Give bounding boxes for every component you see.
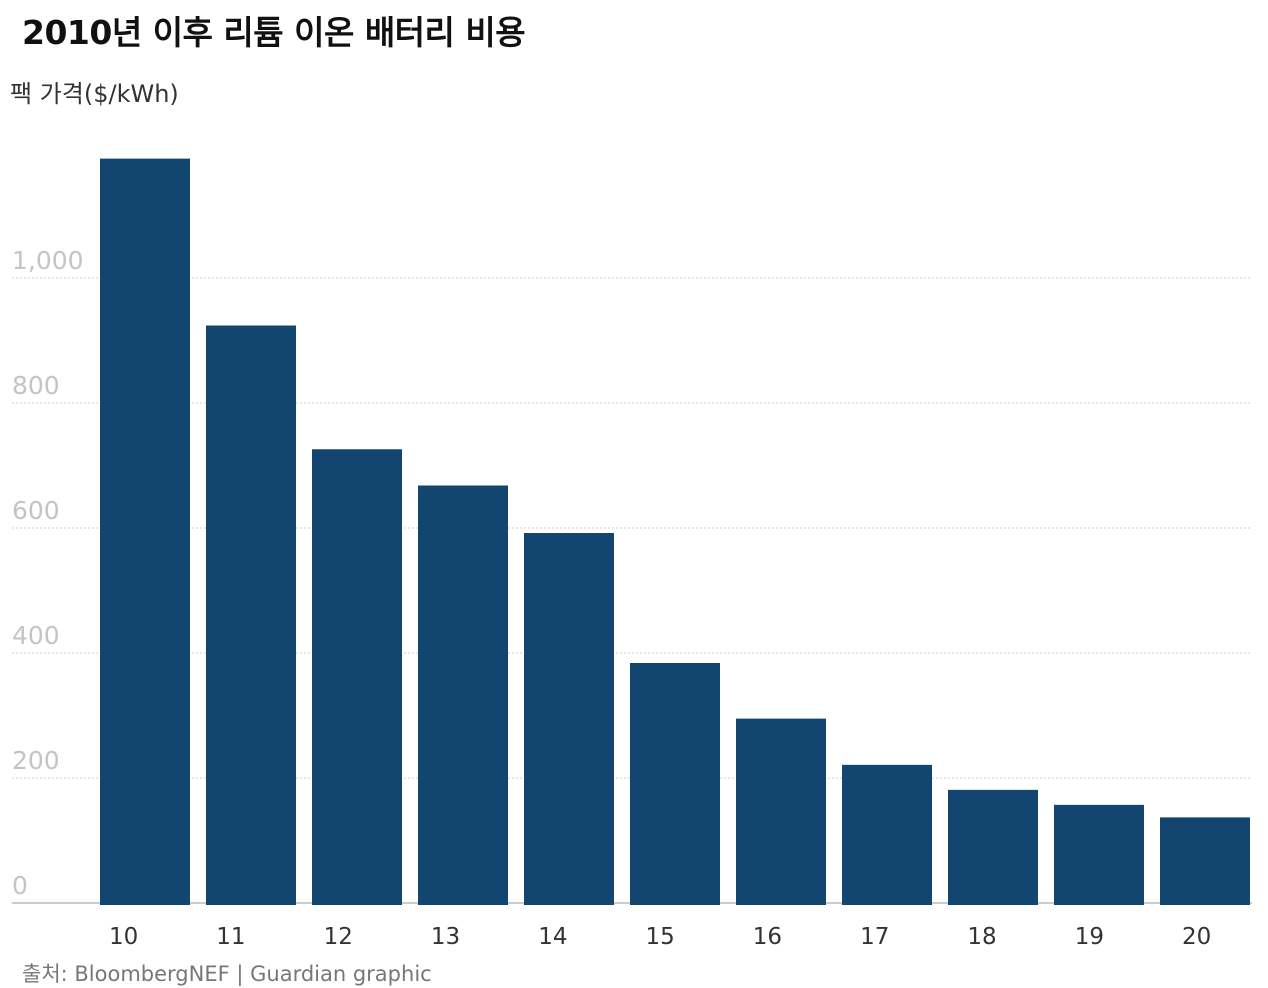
x-tick-label: 16 bbox=[753, 924, 782, 950]
x-tick-label: 18 bbox=[967, 924, 996, 950]
x-tick-label: 14 bbox=[538, 924, 567, 950]
x-tick-label: 20 bbox=[1182, 924, 1211, 950]
bar-16 bbox=[736, 718, 826, 905]
x-tick-label: 12 bbox=[324, 924, 353, 950]
x-tick-label: 10 bbox=[109, 924, 138, 950]
x-tick-label: 15 bbox=[646, 924, 675, 950]
y-tick-label: 1,000 bbox=[12, 246, 84, 275]
bar-chart: 0 200 400 600 800 1,000 10 11 12 13 14 15 16 17 18 19 2… bbox=[12, 158, 1252, 950]
bar-18 bbox=[948, 789, 1038, 905]
source-note: 출처: BloombergNEF | Guardian graphic bbox=[22, 962, 432, 986]
bar-11 bbox=[206, 325, 296, 905]
bar-14 bbox=[524, 533, 614, 905]
bar-17 bbox=[842, 764, 932, 905]
bar-10 bbox=[100, 158, 190, 905]
y-tick-label: 600 bbox=[12, 496, 60, 525]
bar-19 bbox=[1054, 804, 1144, 905]
chart-title: 2010년 이후 리튬 이온 배터리 비용 bbox=[22, 13, 526, 52]
y-tick-label: 400 bbox=[12, 621, 60, 650]
bar-20 bbox=[1160, 817, 1250, 905]
y-tick-labels: 0 200 400 600 800 1,000 bbox=[12, 246, 84, 900]
bars bbox=[100, 158, 1250, 905]
y-axis-label: 팩 가격($/kWh) bbox=[10, 80, 179, 108]
x-tick-label: 17 bbox=[860, 924, 889, 950]
x-tick-labels: 10 11 12 13 14 15 16 17 18 19 20 bbox=[109, 924, 1211, 950]
bar-15 bbox=[630, 663, 720, 905]
x-tick-label: 11 bbox=[216, 924, 245, 950]
y-tick-label: 800 bbox=[12, 371, 60, 400]
x-tick-label: 19 bbox=[1075, 924, 1104, 950]
bar-12 bbox=[312, 449, 402, 905]
x-tick-label: 13 bbox=[431, 924, 460, 950]
bar-13 bbox=[418, 485, 508, 905]
y-tick-label: 0 bbox=[12, 871, 28, 900]
y-tick-label: 200 bbox=[12, 746, 60, 775]
